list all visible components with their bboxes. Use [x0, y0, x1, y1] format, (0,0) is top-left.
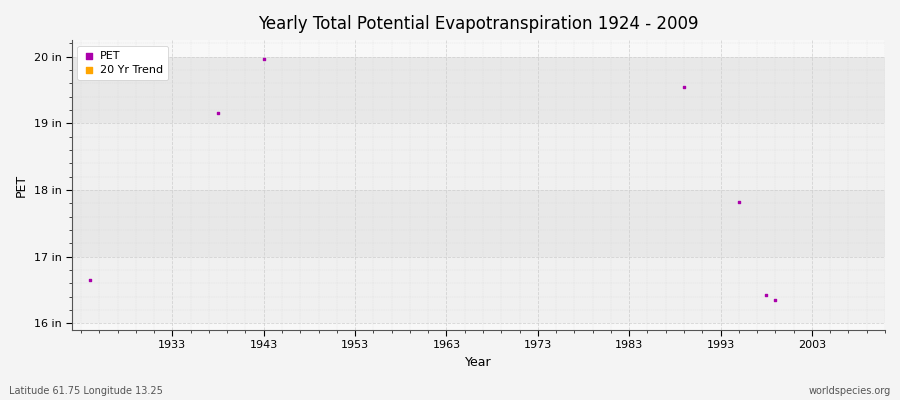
Text: worldspecies.org: worldspecies.org [809, 386, 891, 396]
X-axis label: Year: Year [465, 356, 491, 369]
Bar [72, 257, 885, 323]
Y-axis label: PET: PET [15, 174, 28, 197]
Legend: PET, 20 Yr Trend: PET, 20 Yr Trend [77, 46, 168, 80]
Bar [72, 124, 885, 190]
PET [759, 292, 773, 298]
Text: Latitude 61.75 Longitude 13.25: Latitude 61.75 Longitude 13.25 [9, 386, 163, 396]
Title: Yearly Total Potential Evapotranspiration 1924 - 2009: Yearly Total Potential Evapotranspiratio… [258, 15, 698, 33]
PET [732, 199, 746, 205]
PET [769, 297, 783, 303]
PET [677, 84, 691, 90]
PET [211, 110, 225, 117]
PET [256, 56, 271, 62]
Bar [72, 57, 885, 124]
PET [83, 277, 97, 283]
Bar [72, 190, 885, 257]
